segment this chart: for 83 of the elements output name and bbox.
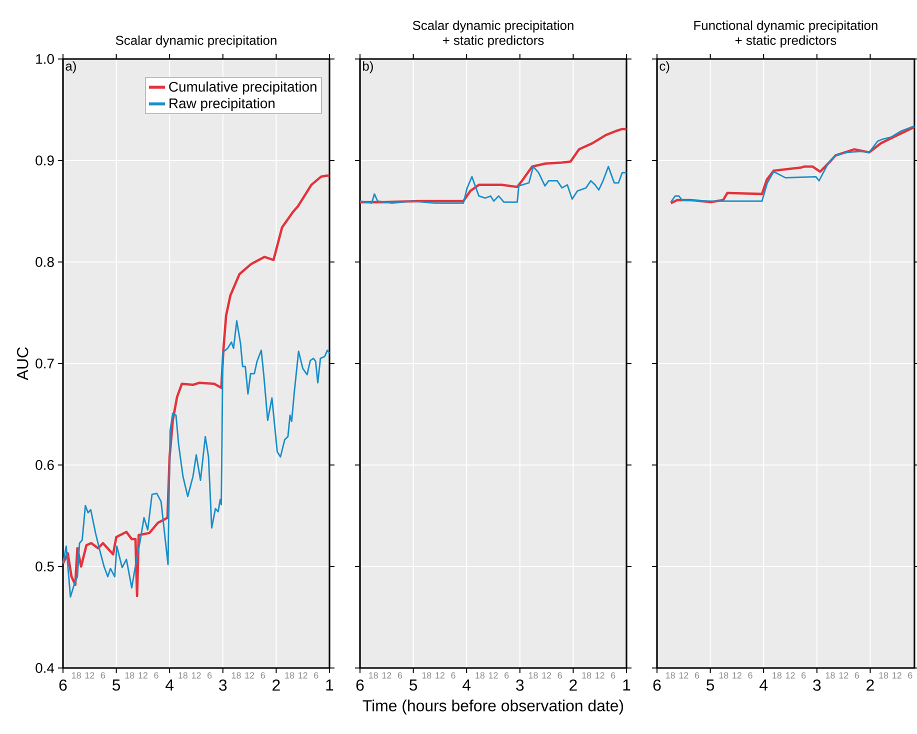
x-tick-label: 6	[653, 680, 661, 691]
text: 12	[488, 672, 498, 678]
text: 12	[436, 672, 444, 678]
x-tick-label: 1	[623, 680, 630, 690]
text: 18	[125, 672, 134, 679]
text: 12	[679, 672, 688, 678]
text: 12	[192, 672, 201, 678]
text: 18	[826, 672, 835, 679]
text: 12	[596, 672, 604, 678]
text: 12	[542, 672, 552, 678]
x-tick-label: 3	[219, 680, 227, 691]
text: 12	[245, 672, 254, 678]
text: 12	[839, 672, 848, 678]
text: 18	[178, 672, 188, 679]
text: 12	[732, 672, 742, 678]
text: 6	[694, 672, 700, 679]
x-tick-label: 6	[59, 680, 67, 691]
text: 18	[369, 672, 378, 679]
text: 6	[314, 672, 318, 679]
chart-title: Scalar dynamic precipitation	[116, 35, 276, 48]
chart-subtitle: + static predictors	[735, 35, 836, 48]
text: 6	[854, 672, 859, 679]
annotation: b)	[363, 61, 373, 74]
x-tick-label: 3	[516, 680, 524, 691]
y-tick-label: 0.4	[36, 663, 54, 673]
text: 12	[85, 672, 94, 678]
x-tick-label: 6	[356, 680, 364, 691]
text: 12	[298, 672, 308, 678]
y-tick-label: 0.9	[36, 156, 54, 166]
legend-label: Cumulative precipitation	[169, 81, 316, 94]
text: 18	[719, 672, 728, 679]
text: 6	[748, 672, 752, 679]
x-tick-label: 1	[326, 680, 334, 690]
annotation: c)	[660, 61, 670, 74]
y-tick-label: 0.5	[36, 562, 54, 572]
chart-subtitle: + static predictors	[442, 35, 544, 48]
x-tick-label: 4	[462, 680, 471, 690]
text: 18	[285, 672, 294, 679]
x-tick-label: 5	[112, 680, 120, 691]
y-tick-label: 0.8	[36, 257, 54, 267]
text: 18	[879, 672, 888, 679]
text: 12	[786, 672, 795, 678]
text: 6	[100, 672, 106, 679]
legend-label: Raw precipitation	[170, 98, 275, 112]
text: 12	[382, 672, 392, 678]
y-axis-title: AUC	[16, 347, 28, 380]
text: 6	[398, 672, 402, 679]
text: 12	[138, 672, 148, 678]
text: 6	[260, 672, 265, 679]
x-tick-label: 3	[813, 680, 821, 691]
text: 18	[72, 672, 81, 679]
text: 18	[476, 672, 485, 679]
annotation: a)	[66, 61, 76, 74]
x-tick-label: 5	[706, 680, 714, 691]
text: 6	[451, 672, 456, 679]
text: 6	[908, 672, 912, 679]
x-tick-label: 2	[272, 680, 280, 691]
text: 18	[772, 672, 782, 679]
y-tick-label: 1.0	[36, 54, 54, 64]
text: 6	[802, 672, 806, 679]
x-tick-label: 5	[410, 680, 418, 691]
x-tick-label: 4	[166, 680, 174, 690]
text: 6	[154, 672, 158, 679]
text: 18	[582, 672, 592, 679]
x-axis-title: Time (hours before observation date)	[362, 700, 624, 714]
text: 18	[666, 672, 675, 679]
text: 18	[232, 672, 241, 679]
text: 6	[504, 672, 509, 679]
y-tick-label: 0.6	[36, 460, 54, 470]
x-tick-label: 2	[570, 680, 577, 691]
x-tick-label: 2	[866, 680, 874, 691]
text: 18	[422, 672, 432, 679]
y-tick-label: 0.7	[36, 358, 54, 368]
chart-title: Functional dynamic precipitation	[694, 20, 878, 33]
text: 12	[892, 672, 902, 678]
line-series	[62, 174, 331, 598]
text: 6	[208, 672, 212, 679]
text: 6	[558, 672, 562, 679]
x-tick-label: 4	[760, 680, 768, 690]
text: 6	[611, 672, 616, 679]
line-series	[62, 320, 330, 598]
text: 18	[528, 672, 538, 679]
chart-title: Scalar dynamic precipitation	[412, 20, 574, 33]
